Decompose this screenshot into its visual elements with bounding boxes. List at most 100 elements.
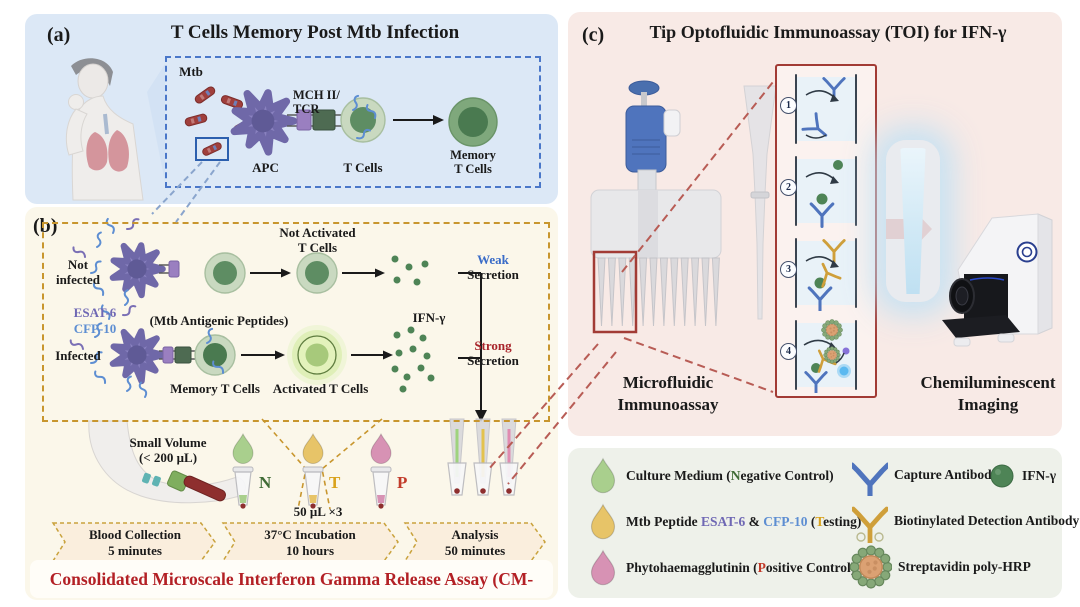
label-part: egative Control) [740, 468, 834, 483]
arrow-head [281, 268, 291, 278]
pink-droplet-icon [590, 550, 616, 586]
label-part: ESAT-6 [701, 514, 746, 529]
assay-step-3: 3 [778, 233, 874, 313]
label-part: ositive Control) [765, 560, 856, 575]
multichannel-pipette-illustration [590, 80, 722, 334]
step1-capture-antibody-graphic [795, 74, 857, 145]
label-part: T [815, 514, 824, 529]
label-part: Phytohaemagglutinin ( [626, 560, 758, 575]
legend-item-mtb-peptide: Mtb Peptide ESAT-6 & CFP-10 (Testing) [588, 504, 861, 540]
memory-t-cell-illustration [194, 327, 236, 376]
label-part: Culture Medium ( [626, 468, 731, 483]
panel-c-tag: (c) [582, 24, 605, 46]
not-activated-t-cell-illustration [296, 252, 338, 294]
tcr-label: TCR [293, 102, 320, 116]
label-part: P [757, 560, 766, 575]
microtube-n [232, 466, 254, 509]
step-analysis: Analysis 50 minutes [417, 527, 533, 559]
assay-step-1: 1 [778, 69, 874, 147]
microfluidic-label-line1: Microfluidic [622, 373, 714, 392]
microtube-t [302, 466, 324, 509]
mhc-tcr-receptor-icon [287, 109, 343, 131]
legend-label-phytohaemagglutinin: Phytohaemagglutinin (Positive Control) [626, 560, 855, 576]
small-volume-line2: (< 200 μL) [138, 450, 198, 465]
mtb-bacteria-icons [183, 84, 254, 161]
step-number-4: 4 [780, 343, 797, 360]
panel-a-dashed-box [165, 56, 541, 188]
microfluidic-label-line2: Immunoassay [617, 395, 719, 414]
label-part: Mtb Peptide [626, 514, 701, 529]
panel-c-title: Tip Optofluidic Immunoassay (TOI) for IF… [649, 22, 1007, 42]
memory-t-cells-label: Memory T Cells [170, 381, 260, 396]
step1-line2: 5 minutes [108, 543, 162, 558]
streptavidin-poly-hrp-icon [850, 545, 892, 589]
assay-step-4: 4 [778, 315, 874, 396]
legend-item-phytohaemagglutinin: Phytohaemagglutinin (Positive Control) [588, 550, 855, 586]
mch-label: MCH II/ [293, 88, 340, 102]
label-part: CFP-10 [763, 514, 808, 529]
legend-item-biotinylated-antibody: Biotinylated Detection Antibody [852, 500, 1079, 542]
workflow-step-banners [51, 522, 546, 562]
step-number-3: 3 [780, 261, 797, 278]
capture-antibody-icon [852, 454, 888, 496]
activated-t-cell-illustration [287, 325, 347, 385]
legend-label-capture-antibody: Capture Antibody [894, 467, 999, 482]
green-droplet-icon [590, 458, 616, 494]
panel-a-tag: (a) [47, 24, 71, 46]
volume-note-label: 50 μL ×3 [293, 504, 343, 519]
t-cells-label: T Cells [343, 160, 383, 175]
cm-igra-title: Consolidated Microscale Interferon Gamma… [30, 560, 553, 598]
legend-item-capture-antibody: Capture Antibody [852, 454, 998, 496]
analysis-tips-illustration [447, 418, 519, 496]
strong-ifn-dots [391, 326, 435, 393]
legend-label-biotinylated-antibody: Biotinylated Detection Antibody [894, 513, 1080, 528]
step-blood-collection: Blood Collection 5 minutes [65, 527, 205, 559]
step2-line1: 37°C Incubation [264, 527, 356, 542]
sample-tubes-illustration [232, 433, 392, 509]
infected-apc-illustration [68, 303, 195, 399]
ifn-gamma-icon [990, 464, 1014, 488]
tube-p-label: P [397, 473, 408, 492]
ifn-gamma-label: IFN-γ [412, 310, 446, 325]
panel-a-illustration [65, 58, 498, 201]
tips-highlight-box [592, 250, 638, 334]
legend-label-culture-medium: Culture Medium (Negative Control) [626, 468, 834, 484]
cfp10-label: CFP-10 [73, 321, 117, 336]
biotinylated-detection-antibody-icon [852, 499, 888, 543]
arrow-head [375, 268, 385, 278]
legend-item-streptavidin-hrp: Streptavidin poly-HRP [850, 545, 1031, 589]
panel-a-tcell-memory: (a) T Cells Memory Post Mtb Infection Mt… [25, 14, 558, 204]
gold-droplet-icon [590, 504, 616, 540]
label-part: esting) [823, 514, 862, 529]
step-number-1: 1 [780, 97, 797, 114]
weak-secretion-label: Secretion [467, 267, 519, 282]
chemiluminescent-label-line1: Chemiluminescent [920, 373, 1056, 392]
weak-ifn-dots [391, 255, 429, 286]
zoom-beam-shape [147, 64, 165, 182]
strong-secretion-label: Secretion [467, 353, 519, 368]
tube-n-label: N [259, 473, 272, 492]
step3-line1: Analysis [451, 527, 499, 542]
not-infected-apc-illustration [71, 216, 180, 307]
label-part: ( [807, 514, 816, 529]
highlight-box-bacterium [195, 137, 229, 161]
not-infected-line2: infected [55, 272, 101, 287]
label-part: N [730, 468, 741, 483]
panel-a-title: T Cells Memory Post Mtb Infection [170, 22, 460, 43]
memory-label-line2: T Cells [454, 162, 492, 176]
arrow-head [275, 350, 285, 360]
legend-item-ifn-gamma: IFN-γ [988, 458, 1056, 494]
panel-b-tag: (b) [33, 215, 58, 237]
small-volume-line1: Small Volume [129, 435, 207, 450]
not-activated-line1: Not Activated [279, 225, 356, 240]
label-part: & [745, 514, 764, 529]
step-number-2: 2 [780, 179, 797, 196]
memory-label-line1: Memory [450, 148, 496, 162]
esat6-label: ESAT-6 [73, 305, 117, 320]
legend-panel: Culture Medium (Negative Control) Mtb Pe… [568, 448, 1079, 598]
step2-line2: 10 hours [285, 543, 335, 558]
down-arrow-head [475, 410, 487, 422]
arrow-head [433, 115, 444, 125]
memory-t-cell-illustration [448, 97, 498, 147]
